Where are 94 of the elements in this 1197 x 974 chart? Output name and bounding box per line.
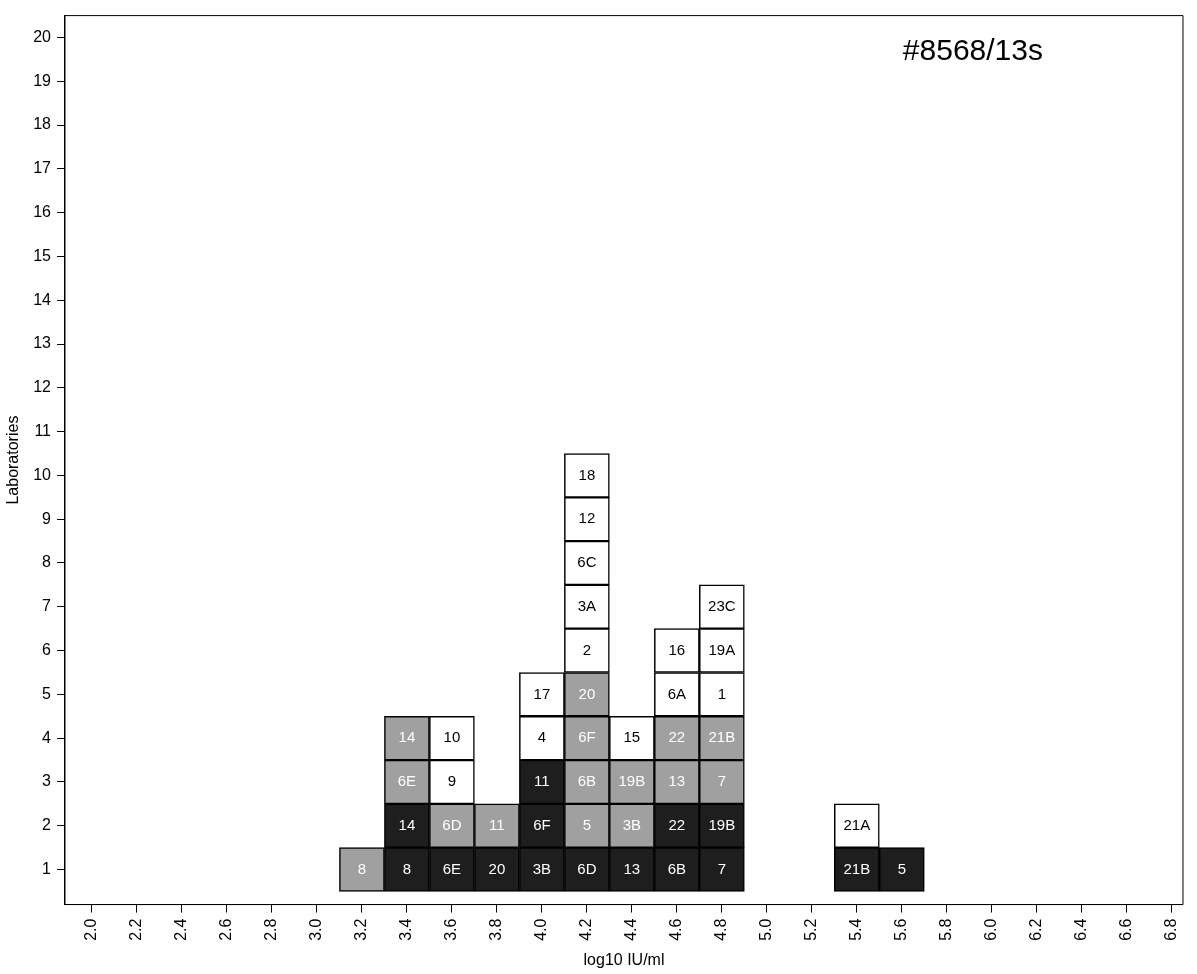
y-tick-label: 1 [42,859,52,877]
annotation: 22 [668,815,686,833]
annotation: 8 [402,859,412,877]
annotation: 11 [534,772,550,790]
annotation: 15 [623,728,641,746]
y-tick-label: 2 [42,816,52,834]
x-tick-label: 2.4 [172,918,190,941]
annotation: 20 [578,684,596,702]
annotation: 3A [577,596,597,614]
y-tick-label: 20 [33,27,52,45]
annotation: 4 [537,728,547,746]
y-tick-label: 9 [42,509,52,527]
annotation: 12 [578,509,596,527]
annotation: 6A [667,684,687,702]
x-tick-label: 2.2 [127,918,145,941]
annotation: 6C [577,553,597,571]
y-tick-label: 3 [42,772,52,790]
x-tick-label: 4.8 [712,918,730,941]
x-tick-label: 3.4 [397,918,415,941]
annotation: 5 [897,859,906,877]
x-tick-label: 5.4 [847,918,865,941]
y-tick-label: 16 [33,203,52,221]
y-tick-label: 19 [33,71,52,89]
x-tick-label: 4.2 [577,918,595,941]
y-tick-label: 17 [33,159,52,177]
x-tick-label: 4.4 [622,918,640,941]
x-tick-label: 5.2 [802,918,820,941]
x-tick-label: 3.2 [352,918,370,941]
y-tick-label: 15 [33,246,52,264]
annotation: 19B [618,772,646,790]
annotation: 6D [577,859,597,877]
annotation: 6E [442,859,462,877]
annotation: 20 [488,859,506,877]
x-tick-label: 4.0 [532,918,550,941]
annotation: 18 [578,465,596,483]
x-tick-label: 3.0 [307,918,325,941]
annotation: 6F [578,728,596,746]
y-tick-label: 4 [42,728,52,746]
x-tick-label: 3.8 [487,918,505,941]
y-tick-label: 18 [33,115,52,133]
annotation: 13 [668,772,686,790]
annotation: 17 [533,684,551,702]
annotation: 2 [582,640,592,658]
x-tick-label: 5.6 [892,918,910,941]
annotation: 7 [717,772,727,790]
annotation: 6B [577,772,597,790]
y-tick-label: 14 [33,290,52,308]
annotation: 23C [708,596,736,614]
annotation: 16 [668,640,686,658]
y-tick-label: 6 [42,640,52,658]
annotation: 21B [843,859,871,877]
annotation: 22 [668,728,686,746]
annotation: 7 [717,859,727,877]
x-tick-label: 6.2 [1027,918,1045,941]
x-tick-label: 6.8 [1162,918,1180,941]
text: #8568/13s [902,32,1043,66]
x-tick-label: 6.4 [1072,918,1090,941]
y-tick-label: 7 [42,597,52,615]
annotation: 6B [667,859,687,877]
annotation: 14 [398,728,416,746]
y-tick-label: 13 [33,334,52,352]
x-tick-label: 3.6 [442,918,460,941]
x-tick-label: 6.0 [982,918,1000,941]
x-tick-label: 2.0 [82,918,100,941]
annotation: 5 [582,815,592,833]
y-tick-label: 5 [42,684,52,702]
annotation: 10 [443,728,461,746]
annotation: 13 [623,859,641,877]
annotation: 11 [489,815,505,833]
x-tick-label: 4.6 [667,918,685,941]
annotation: 6F [533,815,551,833]
y-axis-title: Laboratories [4,415,22,505]
y-tick-label: 8 [42,553,52,571]
x-axis-title: log10 IU/ml [583,950,665,968]
annotation: 14 [398,815,416,833]
annotation: 6D [442,815,462,833]
y-tick-label: 11 [34,422,52,440]
annotation: 21A [843,815,871,833]
annotation: 6E [397,772,417,790]
annotation: 3B [532,859,552,877]
annotation: 3B [622,815,642,833]
annotation: 19B [708,815,736,833]
y-tick-label: 10 [33,465,52,483]
annotation: 21B [708,728,736,746]
x-tick-label: 2.6 [217,918,235,941]
y-tick-label: 12 [33,378,52,396]
annotation: 1 [717,684,727,702]
annotation: 19A [708,640,736,658]
x-tick-label: 5.8 [937,918,955,941]
x-tick-label: 6.6 [1117,918,1135,941]
annotation: 8 [357,859,367,877]
x-tick-label: 5.0 [757,918,775,941]
x-tick-label: 2.8 [262,918,280,941]
annotation: 9 [447,772,457,790]
